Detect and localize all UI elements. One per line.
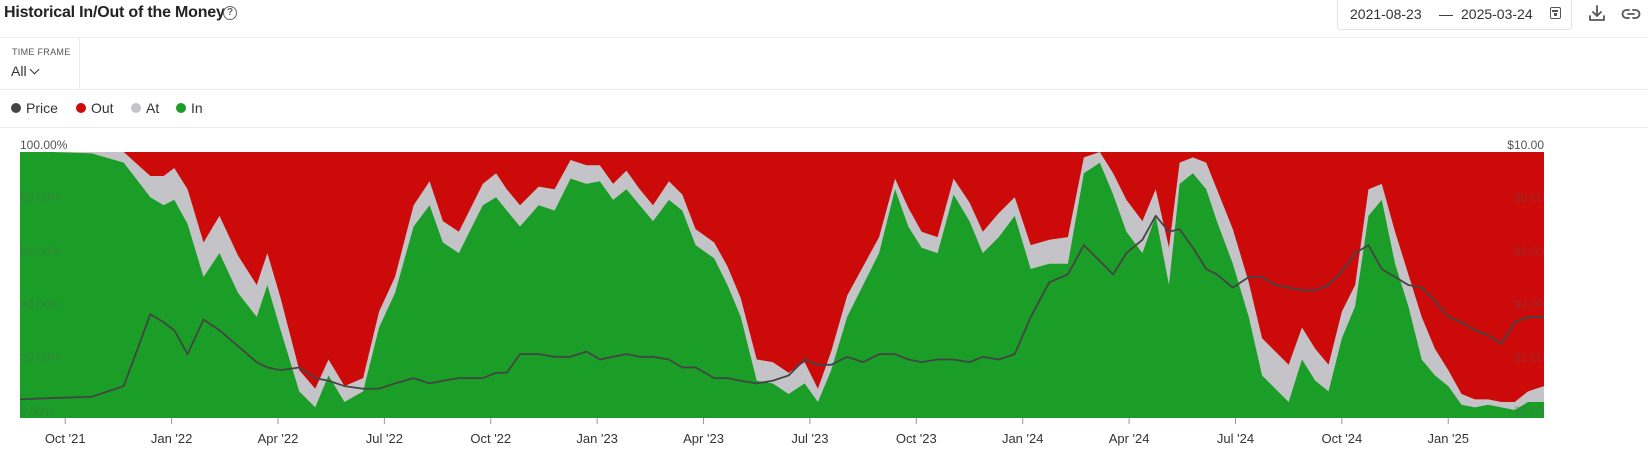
calendar-icon[interactable] [1550,7,1561,19]
y-left-tick-label: 60.00% [20,244,61,258]
y-left-tick-label: 20.00% [20,351,61,365]
legend-item-at[interactable]: At [131,100,159,116]
date-separator: — [1439,6,1453,22]
x-tick-label: Jul '23 [791,431,828,446]
x-tick-label: Apr '24 [1109,431,1150,446]
date-range-picker[interactable]: 2021-08-23 — 2025-03-24 [1337,0,1572,30]
x-tick-label: Apr '22 [258,431,299,446]
legend-item-price[interactable]: Price [11,100,58,116]
legend-label-in: In [191,100,203,116]
y-right-tick-label: $8.00 [1514,191,1544,205]
download-icon[interactable] [1588,4,1606,24]
y-left-tick-label: 0.00% [20,404,54,418]
legend-dot-at [131,103,141,113]
y-right-tick-label: $6.00 [1514,244,1544,258]
chart-header: Historical In/Out of the Money ? 2021-08… [0,0,1648,38]
link-icon[interactable] [1621,4,1641,24]
timeframe-label: TIME FRAME [12,47,71,57]
x-tick-label: Jul '24 [1217,431,1254,446]
divider [0,89,1648,90]
x-tick-label: Jan '24 [1002,431,1044,446]
in-out-money-chart: 0.00% 20.00% 40.00% 60.00% 80.00% 100.00% $0.0… [0,128,1648,476]
date-start[interactable]: 2021-08-23 [1350,6,1422,22]
x-tick-label: Jan '23 [576,431,618,446]
legend-label-price: Price [26,100,58,116]
x-tick-label: Oct '24 [1321,431,1362,446]
timeframe-select[interactable]: All [11,63,40,79]
legend-dot-in [176,103,186,113]
legend-item-in[interactable]: In [176,100,203,116]
x-tick-label: Oct '21 [45,431,86,446]
y-left-tick-label: 80.00% [20,191,61,205]
x-tick-label: Apr '23 [683,431,724,446]
legend-item-out[interactable]: Out [76,100,114,116]
timeframe-control: TIME FRAME All [0,38,80,90]
help-circle-icon[interactable]: ? [223,6,237,20]
legend-dot-price [11,103,21,113]
x-tick-label: Jan '25 [1427,431,1469,446]
x-tick-label: Jul '22 [366,431,403,446]
y-right-tick-label: $4.00 [1514,298,1544,312]
price-line [19,214,1544,401]
area-in [20,152,1544,418]
legend-label-out: Out [91,100,114,116]
y-right-tick-label: $2.00 [1514,351,1544,365]
page-title: Historical In/Out of the Money [4,4,225,21]
x-tick-label: Oct '23 [896,431,937,446]
y-right-tick-label: $0.00 [1514,404,1544,418]
y-left-tick-label: 40.00% [20,298,61,312]
date-end[interactable]: 2025-03-24 [1461,6,1533,22]
timeframe-value[interactable]: All [11,63,27,79]
chart-svg: 0.00% 20.00% 40.00% 60.00% 80.00% 100.00% $0.0… [19,138,1544,446]
legend-dot-out [76,103,86,113]
x-tick-label: Oct '22 [470,431,511,446]
y-right-tick-label: $10.00 [1507,138,1544,152]
chart-legend: Price Out At In [0,90,1648,128]
chevron-down-icon[interactable] [29,64,40,75]
y-left-tick-label: 100.00% [20,138,68,152]
legend-label-at: At [146,100,160,116]
x-tick-label: Jan '22 [151,431,193,446]
